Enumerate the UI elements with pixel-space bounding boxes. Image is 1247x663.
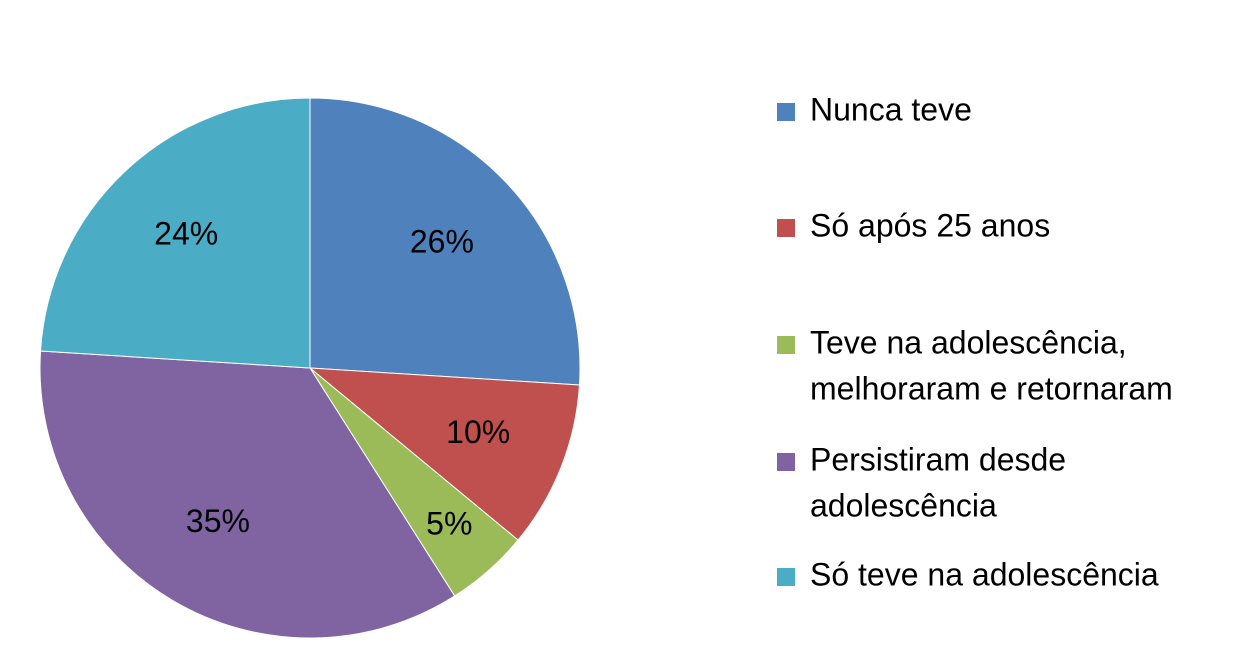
pie-slice <box>309 97 581 386</box>
legend-swatch <box>777 453 795 471</box>
slice-value-label: 10% <box>446 414 510 450</box>
pie-value-labels: 26% 10% 5% 35% 24% <box>154 216 510 542</box>
legend-item: Só após 25 anos <box>777 207 1050 243</box>
legend-label: Nunca teve <box>810 91 972 127</box>
legend: Nunca teve Só após 25 anos Teve na adolesc… <box>777 91 1173 592</box>
legend-label: Persistiram desde <box>810 441 1066 477</box>
legend-label: Só após 25 anos <box>810 207 1050 243</box>
legend-item: Teve na adolescência, melhoraram e retorn… <box>777 324 1173 406</box>
legend-label: adolescência <box>810 487 997 523</box>
legend-label: Só teve na adolescência <box>810 556 1159 592</box>
slice-value-label: 24% <box>154 216 218 252</box>
legend-swatch <box>777 568 795 586</box>
pie-slice <box>40 97 311 369</box>
legend-item: Só teve na adolescência <box>777 556 1159 592</box>
slice-value-label: 26% <box>410 224 474 260</box>
pie-slice <box>39 350 456 639</box>
legend-label: melhoraram e retornaram <box>810 370 1173 406</box>
legend-label: Teve na adolescência, <box>810 324 1127 360</box>
legend-swatch <box>777 103 795 121</box>
slice-value-label: 5% <box>426 505 472 541</box>
pie-slice <box>308 367 580 541</box>
legend-swatch <box>777 336 795 354</box>
legend-item: Nunca teve <box>777 91 972 127</box>
legend-item: Persistiram desde adolescência <box>777 441 1066 523</box>
slice-value-label: 35% <box>186 503 250 539</box>
pie-slices <box>39 97 581 639</box>
legend-swatch <box>777 219 795 237</box>
